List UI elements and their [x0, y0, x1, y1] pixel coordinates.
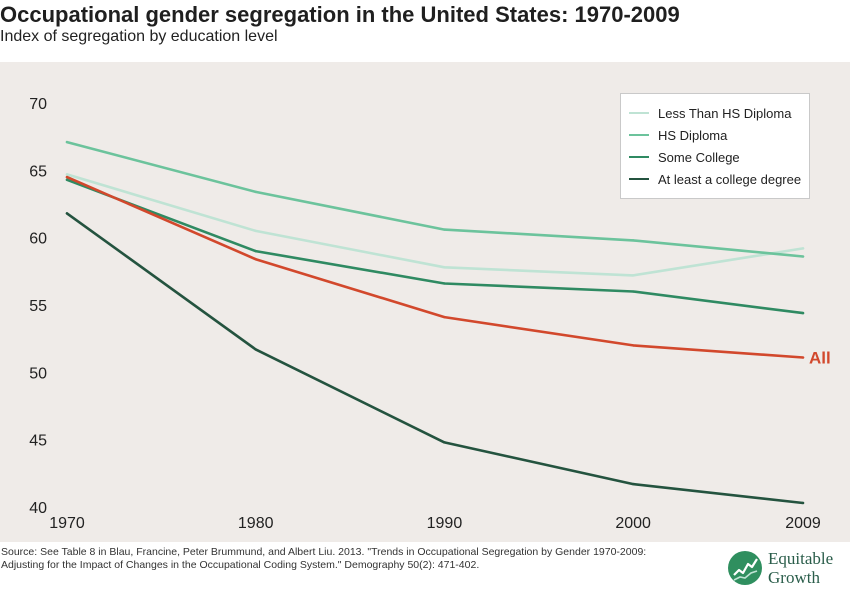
data-point-at-least-a-college-degree-1990 [443, 441, 446, 444]
data-point-all-1970 [65, 175, 69, 179]
x-tick-label-1990: 1990 [427, 515, 463, 532]
legend-swatch-less-than-hs-diploma [629, 112, 649, 114]
data-point-all-2009 [801, 356, 805, 359]
legend-swatch-some-college [629, 156, 649, 158]
y-tick-label-70: 70 [29, 96, 47, 113]
legend-item-less-than-hs-diploma: Less Than HS Diploma [629, 102, 809, 124]
data-point-at-least-a-college-degree-1970 [65, 212, 69, 215]
data-point-at-least-a-college-degree-2009 [801, 501, 805, 505]
legend-label-at-least-a-college-degree: At least a college degree [658, 171, 802, 187]
data-point-less-than-hs-diploma-2000 [631, 274, 635, 277]
data-point-less-than-hs-diploma-1990 [443, 266, 446, 269]
legend-item-some-college: Some College [629, 146, 809, 168]
data-point-some-college-2000 [631, 290, 635, 293]
data-point-hs-diploma-2000 [631, 239, 635, 242]
data-point-less-than-hs-diploma-2009 [801, 247, 805, 250]
legend-item-hs-diploma: HS Diploma [629, 124, 809, 146]
data-point-less-than-hs-diploma-1970 [65, 173, 69, 176]
logo-line-2: Growth [768, 568, 820, 587]
legend-swatch-at-least-a-college-degree [629, 178, 649, 180]
y-tick-label-40: 40 [29, 500, 47, 517]
data-point-at-least-a-college-degree-2000 [631, 482, 635, 486]
series-end-label-all: All [809, 349, 831, 368]
data-point-all-2000 [631, 344, 635, 347]
y-tick-label-65: 65 [29, 163, 47, 180]
series-line-all [65, 175, 805, 359]
x-tick-label-2000: 2000 [615, 515, 651, 532]
growth-chart-icon [728, 551, 762, 585]
legend-label-some-college: Some College [658, 149, 740, 165]
x-tick-label-1980: 1980 [238, 515, 274, 532]
data-point-some-college-1990 [443, 282, 446, 285]
data-point-some-college-1980 [254, 249, 257, 253]
y-tick-label-45: 45 [29, 433, 47, 450]
data-point-all-1980 [254, 258, 257, 261]
x-tick-label-2009: 2009 [785, 515, 821, 532]
y-tick-label-60: 60 [29, 231, 47, 248]
chart-title: Occupational gender segregation in the U… [0, 2, 680, 27]
y-tick-label-55: 55 [29, 298, 47, 315]
x-tick-label-1970: 1970 [49, 515, 85, 532]
legend-label-less-than-hs-diploma: Less Than HS Diploma [658, 105, 792, 121]
data-point-hs-diploma-1970 [65, 140, 69, 144]
data-point-less-than-hs-diploma-1980 [254, 229, 257, 233]
data-point-some-college-2009 [801, 311, 805, 315]
y-tick-label-50: 50 [29, 365, 47, 382]
legend-item-at-least-a-college-degree: At least a college degree [629, 168, 809, 190]
source-note: Source: See Table 8 in Blau, Francine, P… [1, 546, 647, 571]
chart-subtitle: Index of segregation by education level [0, 28, 278, 45]
legend-label-hs-diploma: HS Diploma [658, 127, 728, 143]
data-point-hs-diploma-1990 [443, 228, 446, 231]
legend-swatch-hs-diploma [629, 134, 649, 136]
data-point-some-college-1970 [65, 178, 69, 181]
data-point-hs-diploma-1980 [254, 190, 257, 194]
series-line-at-least-a-college-degree [65, 212, 805, 505]
data-point-hs-diploma-2009 [801, 255, 805, 258]
data-point-at-least-a-college-degree-1980 [254, 348, 257, 351]
chart-legend: Less Than HS Diploma HS Diploma Some Colle… [620, 93, 810, 199]
data-point-all-1990 [443, 315, 446, 319]
logo-line-1: Equitable [768, 549, 834, 568]
equitable-growth-logo: Equitable Growth [728, 549, 848, 591]
